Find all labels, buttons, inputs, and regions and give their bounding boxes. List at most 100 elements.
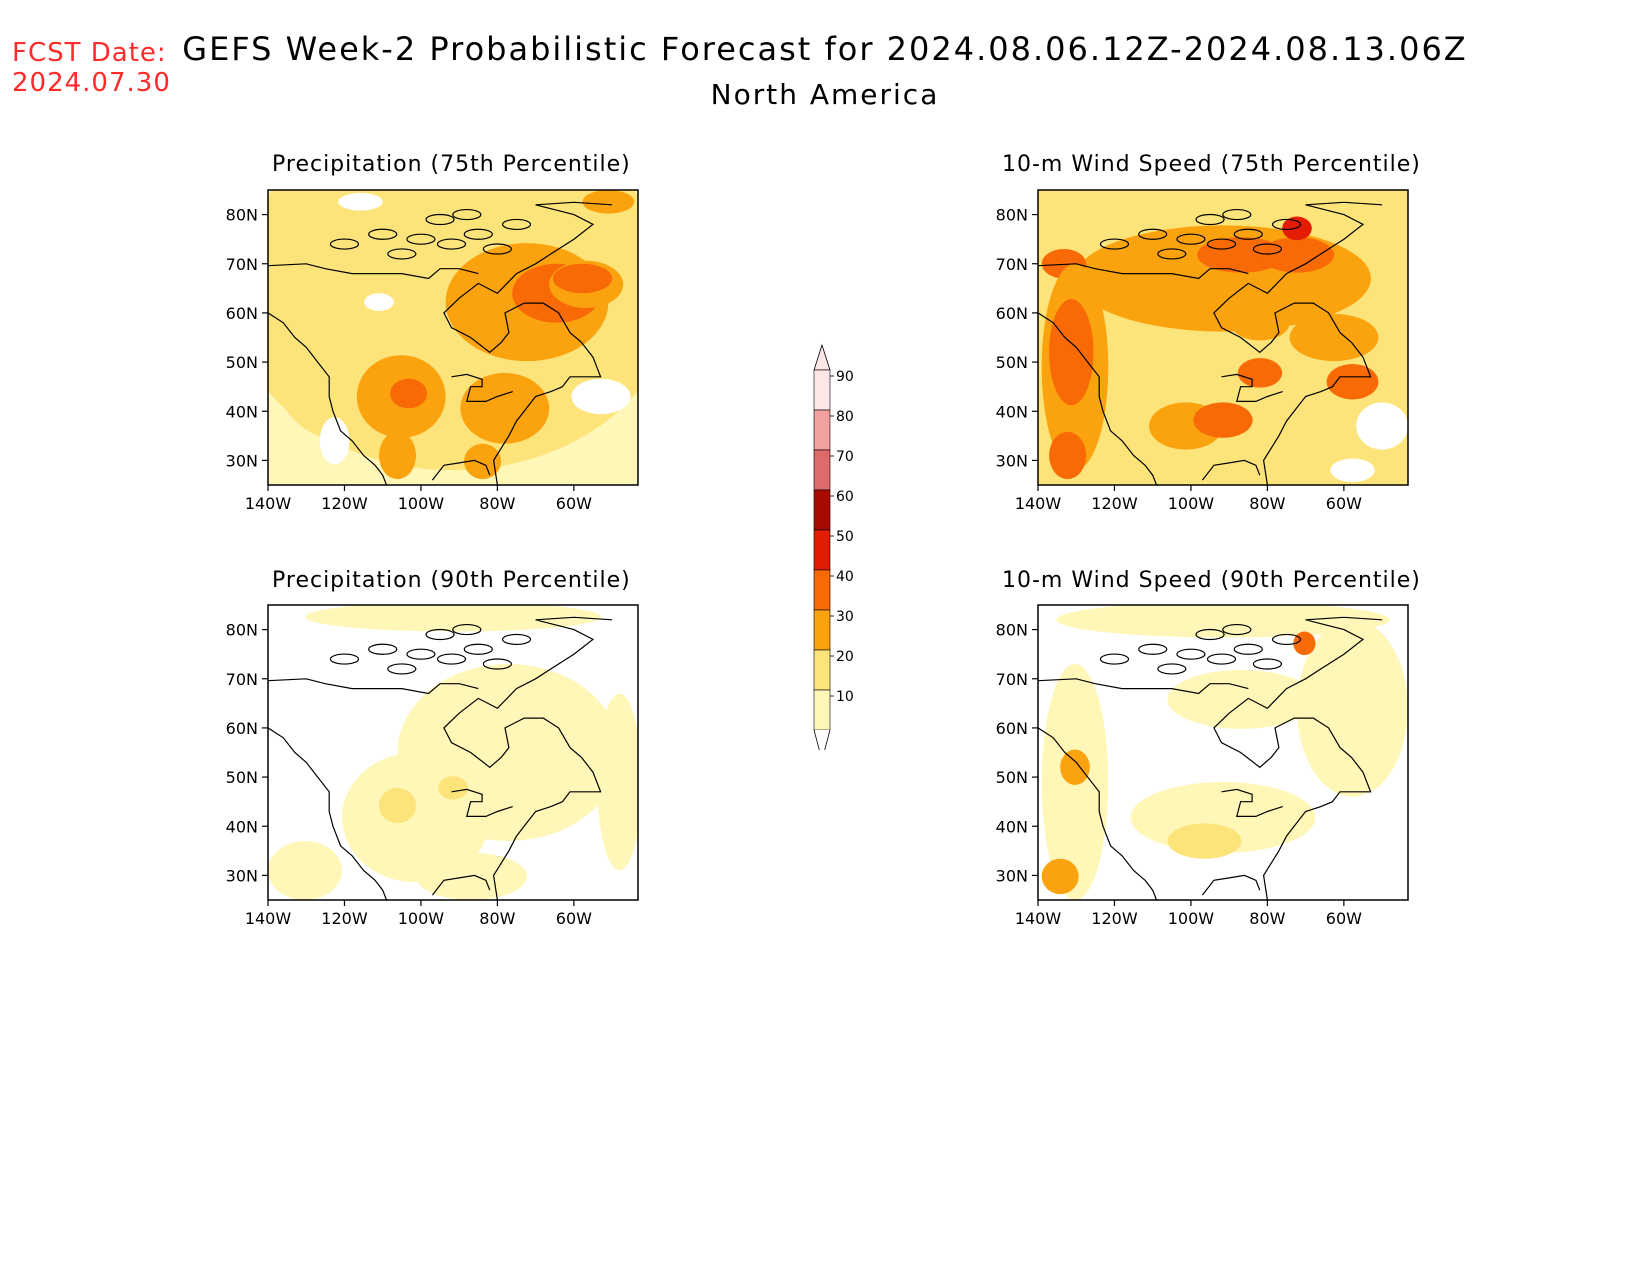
island-9 <box>1157 663 1187 675</box>
lon-label: 140W <box>1015 494 1062 513</box>
coastline-3 <box>431 459 491 481</box>
field-gap-3 <box>571 378 631 415</box>
colorbar-label: 80 <box>836 409 854 425</box>
lat-label: 50N <box>226 353 258 372</box>
shaded-field <box>1038 605 1408 900</box>
lat-label: 60N <box>226 304 258 323</box>
field-gap-1 <box>338 192 383 211</box>
shaded-field <box>268 190 638 485</box>
colorbar-label: 10 <box>836 689 854 705</box>
coastline-0 <box>268 727 388 900</box>
island-7 <box>452 208 482 221</box>
island-4 <box>1233 643 1263 655</box>
colorbar-segment <box>813 609 831 651</box>
lon-label: 120W <box>1091 494 1138 513</box>
coastlines <box>268 616 613 900</box>
island-3 <box>1206 238 1237 250</box>
field-contour-11 <box>464 443 502 480</box>
island-1 <box>368 228 398 240</box>
colorbar-top-arrow <box>813 343 831 371</box>
coastline-3 <box>1201 874 1261 896</box>
lon-label: 80W <box>479 909 515 928</box>
lon-label: 120W <box>321 494 368 513</box>
field-contour-4 <box>1167 669 1316 729</box>
lat-label: 80N <box>226 621 258 640</box>
island-9 <box>1157 248 1187 260</box>
coastline-3 <box>1201 459 1261 481</box>
lat-label: 40N <box>226 402 258 421</box>
lat-label: 30N <box>226 451 258 470</box>
lon-label: 80W <box>1249 494 1285 513</box>
field-gap-1 <box>1330 458 1375 483</box>
lon-label: 100W <box>398 494 445 513</box>
lat-label: 60N <box>996 719 1028 738</box>
fcst-label: FCST Date: <box>12 38 167 68</box>
island-1 <box>1138 228 1168 240</box>
island-7 <box>1222 623 1252 636</box>
field-contour-10 <box>379 431 416 480</box>
island-6 <box>425 628 455 641</box>
field-contour-5 <box>1041 858 1079 895</box>
field-contour-7 <box>1049 431 1087 480</box>
island-5 <box>1252 658 1282 670</box>
coastlines <box>268 201 613 485</box>
field-contour-2 <box>1297 619 1408 797</box>
coastline-4 <box>1221 788 1283 817</box>
map-frame <box>1037 604 1409 901</box>
island-0 <box>1099 653 1130 665</box>
panel-title-precip75: Precipitation (75th Percentile) <box>272 152 631 177</box>
coastline-1 <box>1213 616 1383 900</box>
field-contour-4 <box>597 693 638 871</box>
lon-label: 60W <box>556 909 592 928</box>
field-contour-3 <box>305 605 601 632</box>
field-contour-8 <box>1167 823 1242 859</box>
colorbar-segment <box>813 489 831 531</box>
field-gap-2 <box>364 293 394 311</box>
map-panel-wind75: 80N 70N 60N 50N 40N 30N 140W 120W 100W 80W 60W <box>980 189 1420 513</box>
lon-label: 80W <box>1249 909 1285 928</box>
lon-label: 80W <box>479 494 515 513</box>
island-8 <box>501 633 532 646</box>
colorbar-label: 70 <box>836 449 854 465</box>
colorbar-bottom-arrow <box>813 729 831 762</box>
fcst-date: 2024.07.30 <box>12 68 171 98</box>
island-1 <box>1138 643 1168 655</box>
field-contour-12 <box>582 190 635 214</box>
colorbar-label: 40 <box>836 569 854 585</box>
island-6 <box>1195 628 1225 641</box>
lat-label: 80N <box>996 621 1028 640</box>
page-subtitle: North America <box>710 78 940 111</box>
map-panel-precip90: 80N 70N 60N 50N 40N 30N 140W 120W 100W 80W 60W <box>210 604 650 928</box>
field-gap-0 <box>319 417 350 465</box>
colorbar-segment <box>813 369 831 411</box>
page-title: GEFS Week-2 Probabilistic Forecast for 2… <box>182 30 1468 68</box>
lon-label: 140W <box>1015 909 1062 928</box>
lon-label: 60W <box>556 494 592 513</box>
coastline-0 <box>1038 312 1158 485</box>
lon-label: 100W <box>1168 909 1215 928</box>
island-2 <box>1176 648 1206 660</box>
shaded-field <box>268 605 638 900</box>
map-wind75: 80N 70N 60N 50N 40N 30N 140W 120W 100W 80W 60W <box>996 189 1409 513</box>
island-3 <box>436 238 467 250</box>
map-precip75: 80N 70N 60N 50N 40N 30N 140W 120W 100W 80W 60W <box>226 189 639 513</box>
colorbar-svg: 10 20 30 40 50 60 70 80 90 <box>813 343 854 762</box>
field-contour-6 <box>379 787 416 824</box>
lat-label: 60N <box>226 719 258 738</box>
forecast-date-label: FCST Date: 2024.07.30 <box>12 38 171 98</box>
coastlines <box>1038 616 1383 900</box>
panel-title-precip90: Precipitation (90th Percentile) <box>272 568 631 593</box>
map-frame <box>267 604 639 901</box>
lon-label: 100W <box>1168 494 1215 513</box>
lon-label: 60W <box>1326 494 1362 513</box>
island-9 <box>387 248 417 260</box>
colorbar-segment <box>813 649 831 691</box>
colorbar-segment <box>813 409 831 451</box>
lon-label: 120W <box>321 909 368 928</box>
coastline-4 <box>451 788 513 817</box>
field-contour-6 <box>1060 749 1090 785</box>
island-0 <box>329 238 360 250</box>
field-contour-2 <box>268 841 342 900</box>
coastline-3 <box>431 874 491 896</box>
island-9 <box>387 663 417 675</box>
